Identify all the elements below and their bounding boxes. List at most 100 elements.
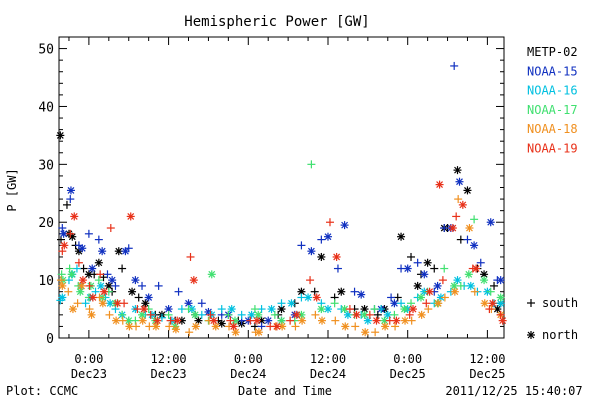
south-point <box>81 299 90 308</box>
north-point <box>217 319 226 328</box>
marker-legend-label: south <box>542 296 578 310</box>
north-point <box>264 316 273 325</box>
north-point <box>470 241 479 250</box>
north-point <box>112 316 121 325</box>
north-point <box>409 305 418 314</box>
south-point <box>297 241 306 250</box>
south-point <box>164 310 173 319</box>
south-point <box>197 299 206 308</box>
north-point <box>498 316 507 325</box>
south-point <box>174 287 183 296</box>
legend-entry: METP-02 <box>527 45 578 59</box>
x-tick-time-label: 0:00 <box>234 352 263 366</box>
north-point <box>433 281 442 290</box>
south-point <box>333 264 342 273</box>
north-point <box>60 241 69 250</box>
north-point <box>100 287 109 296</box>
chart-title: Hemispheric Power [GW] <box>184 14 369 30</box>
south-point <box>105 310 114 319</box>
south-point <box>165 322 174 331</box>
north-point <box>131 276 140 285</box>
north-point <box>211 322 220 331</box>
north-point <box>138 316 147 325</box>
north-point <box>272 322 281 331</box>
north-point <box>496 293 505 302</box>
north-point <box>392 316 401 325</box>
north-point <box>341 322 350 331</box>
marker-legend: south north <box>527 296 578 342</box>
north-point <box>372 316 381 325</box>
north-point <box>307 247 316 256</box>
north-point <box>254 328 263 337</box>
north-point <box>292 310 301 319</box>
north-point <box>277 305 286 314</box>
south-point <box>226 316 235 325</box>
south-point <box>154 281 163 290</box>
north-point <box>340 221 349 230</box>
south-point <box>66 195 75 204</box>
south-point <box>391 322 400 331</box>
south-point <box>311 310 320 319</box>
south-point <box>407 299 416 308</box>
x-tick-date-label: Dec24 <box>230 367 266 381</box>
south-point <box>365 310 374 319</box>
north-point <box>425 287 434 296</box>
north-point <box>420 270 429 279</box>
south-point <box>111 281 120 290</box>
plot-credit: Plot: CCMC <box>6 384 78 398</box>
north-point <box>453 276 462 285</box>
south-point <box>413 258 422 267</box>
north-point <box>125 322 134 331</box>
x-tick-time-label: 0:00 <box>74 352 103 366</box>
south-point <box>62 200 71 209</box>
north-point <box>209 316 218 325</box>
series-noaa-16 <box>56 264 505 325</box>
south-point <box>345 305 354 314</box>
south-point <box>440 264 449 273</box>
south-point <box>106 224 115 233</box>
north-point <box>87 310 96 319</box>
south-point <box>463 235 472 244</box>
north-point <box>184 299 193 308</box>
north-point <box>463 186 472 195</box>
north-point <box>70 212 79 221</box>
north-point <box>58 293 67 302</box>
north-point <box>304 293 313 302</box>
south-point <box>94 235 103 244</box>
south-point <box>387 293 396 302</box>
north-point <box>337 287 346 296</box>
north-point <box>458 200 467 209</box>
south-point <box>350 287 359 296</box>
south-point <box>56 276 65 285</box>
north-point <box>318 316 327 325</box>
south-point <box>450 61 459 70</box>
north-point <box>455 177 464 186</box>
north-point <box>397 232 406 241</box>
north-point <box>486 218 495 227</box>
north-point <box>78 244 87 253</box>
north-point <box>153 316 162 325</box>
south-point <box>96 270 105 279</box>
north-point <box>66 186 75 195</box>
north-point <box>448 224 457 233</box>
north-point <box>480 276 489 285</box>
south-point <box>184 305 193 314</box>
north-point <box>98 299 107 308</box>
north-point <box>126 212 135 221</box>
south-point <box>118 264 127 273</box>
north-point <box>88 293 97 302</box>
south-point <box>270 310 279 319</box>
x-axis: 0:00Dec2312:00Dec230:00Dec2412:00Dec240:… <box>68 37 505 381</box>
north-point <box>140 305 149 314</box>
y-tick-label: 30 <box>38 158 54 173</box>
south-point <box>206 310 215 319</box>
north-point <box>138 310 147 319</box>
south-point <box>330 299 339 308</box>
south-point <box>370 305 379 314</box>
x-tick-time-label: 0:00 <box>393 352 422 366</box>
north-point <box>207 270 216 279</box>
south-point <box>134 293 143 302</box>
south-point <box>454 195 463 204</box>
south-point <box>185 328 194 337</box>
north-point <box>323 232 332 241</box>
